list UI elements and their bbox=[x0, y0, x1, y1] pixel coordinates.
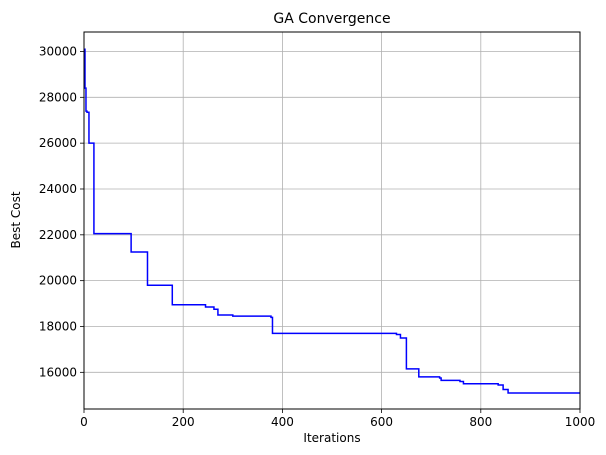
x-tick-label: 200 bbox=[172, 415, 195, 429]
x-axis: 0 200 400 600 800 1000 bbox=[80, 409, 595, 429]
y-tick-label: 26000 bbox=[39, 136, 77, 150]
series-line-0 bbox=[84, 48, 580, 394]
x-tick-label: 600 bbox=[370, 415, 393, 429]
x-tick-label: 400 bbox=[271, 415, 294, 429]
x-axis-label: Iterations bbox=[303, 431, 360, 445]
y-tick-label: 22000 bbox=[39, 228, 77, 242]
y-axis-label: Best Cost bbox=[9, 191, 23, 248]
y-tick-label: 20000 bbox=[39, 274, 77, 288]
series-layer bbox=[84, 48, 580, 394]
y-tick-label: 18000 bbox=[39, 319, 77, 333]
y-tick-label: 16000 bbox=[39, 365, 77, 379]
y-tick-label: 24000 bbox=[39, 182, 77, 196]
plot-frame bbox=[83, 31, 581, 410]
x-tick-label: 1000 bbox=[565, 415, 596, 429]
y-tick-label: 30000 bbox=[39, 44, 77, 58]
y-tick-label: 28000 bbox=[39, 90, 77, 104]
chart-title: GA Convergence bbox=[273, 11, 390, 27]
x-tick-label: 800 bbox=[469, 415, 492, 429]
x-tick-label: 0 bbox=[80, 415, 88, 429]
y-axis: 16000 18000 20000 22000 24000 26000 28000 30000 bbox=[39, 44, 84, 379]
